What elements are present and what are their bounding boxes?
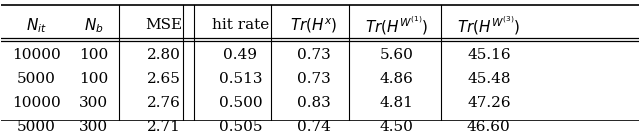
Text: 0.500: 0.500 xyxy=(218,96,262,110)
Text: 100: 100 xyxy=(79,72,108,86)
Text: 46.60: 46.60 xyxy=(467,120,511,134)
Text: 5000: 5000 xyxy=(17,72,56,86)
Text: $N_{it}$: $N_{it}$ xyxy=(26,16,47,35)
Text: $Tr(H^x)$: $Tr(H^x)$ xyxy=(290,16,337,35)
Text: 45.48: 45.48 xyxy=(467,72,511,86)
Text: 2.76: 2.76 xyxy=(147,96,181,110)
Text: 10000: 10000 xyxy=(12,48,61,62)
Text: MSE: MSE xyxy=(145,18,182,32)
Text: 2.71: 2.71 xyxy=(147,120,181,134)
Text: 0.49: 0.49 xyxy=(223,48,257,62)
Text: 300: 300 xyxy=(79,96,108,110)
Text: 300: 300 xyxy=(79,120,108,134)
Text: 2.80: 2.80 xyxy=(147,48,181,62)
Text: 4.86: 4.86 xyxy=(380,72,413,86)
Text: 0.74: 0.74 xyxy=(297,120,331,134)
Text: hit rate: hit rate xyxy=(212,18,269,32)
Text: 0.83: 0.83 xyxy=(297,96,330,110)
Text: 10000: 10000 xyxy=(12,96,61,110)
Text: $Tr(H^{W^{(3)}})$: $Tr(H^{W^{(3)}})$ xyxy=(457,14,520,37)
Text: 0.505: 0.505 xyxy=(219,120,262,134)
Text: $Tr(H^{W^{(1)}})$: $Tr(H^{W^{(1)}})$ xyxy=(365,14,428,37)
Text: 0.73: 0.73 xyxy=(297,48,330,62)
Text: 5000: 5000 xyxy=(17,120,56,134)
Text: $N_b$: $N_b$ xyxy=(84,16,104,35)
Text: 2.65: 2.65 xyxy=(147,72,181,86)
Text: 4.50: 4.50 xyxy=(380,120,413,134)
Text: 100: 100 xyxy=(79,48,108,62)
Text: 47.26: 47.26 xyxy=(467,96,511,110)
Text: 0.73: 0.73 xyxy=(297,72,330,86)
Text: 5.60: 5.60 xyxy=(380,48,413,62)
Text: 4.81: 4.81 xyxy=(380,96,413,110)
Text: 45.16: 45.16 xyxy=(467,48,511,62)
Text: 0.513: 0.513 xyxy=(219,72,262,86)
